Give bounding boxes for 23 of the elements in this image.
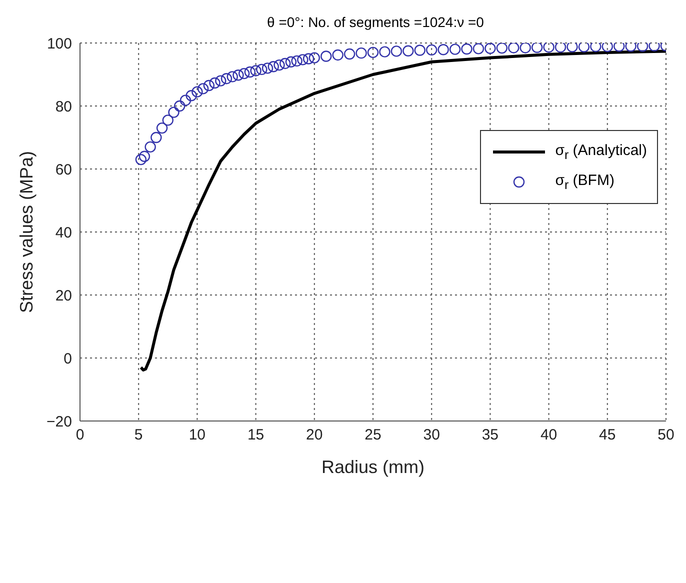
x-axis-title: Radius (mm) [321,457,425,477]
x-tick-label: 20 [306,426,323,444]
x-tick-label: 25 [364,426,382,444]
y-tick-label: 0 [64,350,72,368]
chart-title: θ =0°: No. of segments =1024:ν =0 [266,14,485,30]
legend-label: σ$_{r}$ (BFM) [555,172,614,192]
legend-label: σ$_{r}$ (Analytical) [555,142,647,162]
x-tick-label: 50 [658,426,674,444]
x-tick-label: 5 [134,426,143,444]
x-tick-label: 0 [76,426,84,444]
x-tick-label: 30 [423,426,440,444]
x-tick-label: 40 [540,426,558,444]
y-tick-label: 20 [55,287,72,304]
y-tick-label: 40 [55,224,72,242]
y-tick-label: 100 [46,35,72,52]
y-tick-label: 80 [55,98,72,116]
x-tick-label: 10 [188,426,206,444]
y-tick-label: −20 [46,413,72,430]
y-axis-title: Stress values (MPa) [16,150,36,314]
x-tick-label: 45 [599,426,616,444]
x-tick-label: 35 [482,426,499,444]
y-tick-label: 60 [55,161,72,178]
x-tick-label: 15 [247,426,264,444]
